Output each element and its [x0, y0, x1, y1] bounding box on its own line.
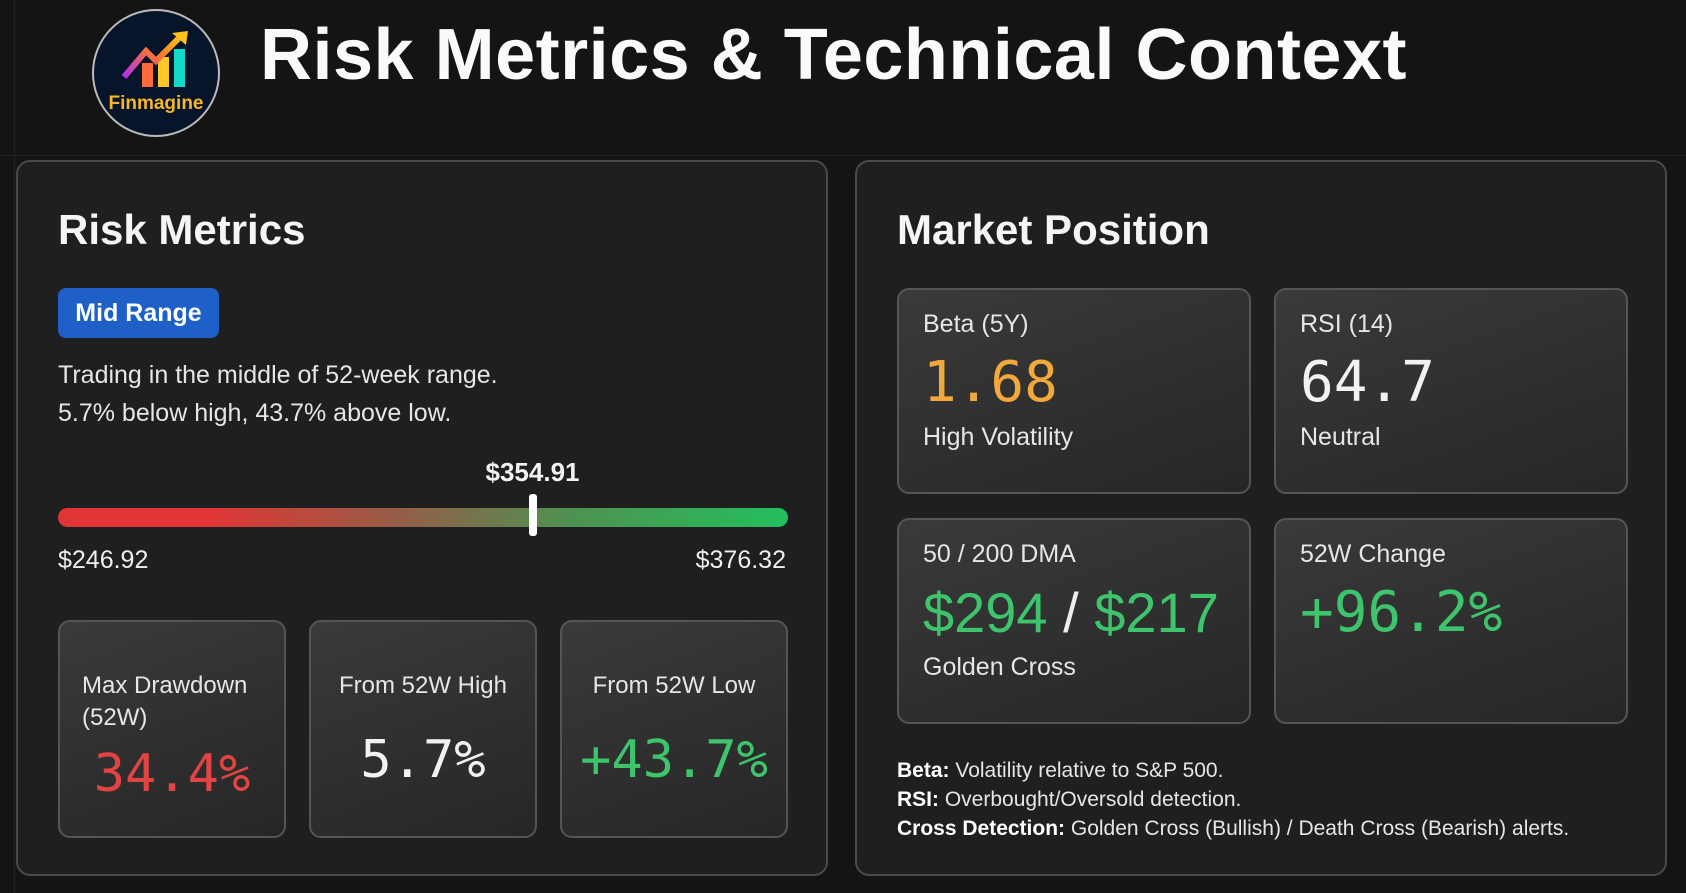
risk-metrics-heading: Risk Metrics — [58, 206, 306, 253]
card-value: 5.7% — [360, 730, 486, 790]
dma-separator: / — [1047, 581, 1095, 644]
note-rsi: RSI: Overbought/Oversold detection. — [897, 785, 1569, 814]
growth-chart-icon — [121, 31, 188, 87]
card-label: From 52W High — [338, 672, 508, 699]
from-52w-high-card: From 52W High 5.7% — [309, 620, 537, 838]
note-beta: Beta: Volatility relative to S&P 500. — [897, 756, 1569, 785]
range-description: Trading in the middle of 52-week range. … — [58, 356, 498, 432]
max-drawdown-card: Max Drawdown (52W) 34.4% — [58, 620, 286, 838]
page-title: Risk Metrics & Technical Context — [260, 15, 1407, 95]
dma-card: 50 / 200 DMA $294 / $217 Golden Cross — [897, 518, 1251, 724]
note-term: RSI: — [897, 788, 939, 811]
card-value: +43.7% — [580, 730, 768, 790]
card-value: 34.4% — [93, 744, 251, 804]
52w-range-bar — [58, 494, 788, 536]
logo-text: Finmagine — [108, 93, 204, 114]
card-subtext: Neutral — [1300, 423, 1381, 451]
note-term: Beta: — [897, 759, 950, 782]
market-position-heading: Market Position — [897, 206, 1210, 253]
rsi-card: RSI (14) 64.7 Neutral — [1274, 288, 1628, 494]
52w-change-card: 52W Change +96.2% — [1274, 518, 1628, 724]
description-line: 5.7% below high, 43.7% above low. — [58, 399, 452, 427]
current-price-marker — [528, 494, 537, 536]
card-label: 52W Change — [1300, 540, 1446, 568]
dma-200-value: $217 — [1094, 581, 1219, 644]
card-value: $294 / $217 — [923, 581, 1225, 645]
note-text: Volatility relative to S&P 500. — [949, 759, 1224, 782]
from-52w-low-card: From 52W Low +43.7% — [560, 620, 788, 838]
card-label: From 52W Low — [592, 672, 756, 699]
description-line: Trading in the middle of 52-week range. — [58, 361, 498, 389]
card-subtext: High Volatility — [923, 423, 1074, 451]
note-text: Golden Cross (Bullish) / Death Cross (Be… — [1065, 817, 1570, 840]
range-status-badge: Mid Range — [58, 288, 219, 338]
card-label: Max Drawdown (52W) — [82, 672, 248, 731]
card-value: 1.68 — [923, 350, 1058, 415]
card-label: 50 / 200 DMA — [923, 540, 1076, 568]
note-term: Cross Detection: — [897, 817, 1066, 840]
finmagine-logo: Finmagine — [92, 9, 220, 137]
note-text: Overbought/Oversold detection. — [939, 788, 1242, 811]
beta-card: Beta (5Y) 1.68 High Volatility — [897, 288, 1251, 494]
card-label: Beta (5Y) — [923, 310, 1029, 338]
range-high-label: $376.32 — [695, 546, 786, 574]
dma-50-value: $294 — [923, 581, 1048, 644]
note-cross: Cross Detection: Golden Cross (Bullish) … — [897, 814, 1569, 843]
card-value: +96.2% — [1300, 580, 1503, 645]
metric-notes: Beta: Volatility relative to S&P 500. RS… — [897, 756, 1569, 843]
card-value: 64.7 — [1300, 350, 1435, 415]
range-low-label: $246.92 — [58, 546, 149, 574]
market-position-panel: Market Position Beta (5Y) 1.68 High Vola… — [855, 160, 1667, 876]
card-subtext: Golden Cross — [923, 653, 1076, 681]
current-price-label: $354.91 — [485, 457, 580, 487]
card-label: RSI (14) — [1300, 310, 1394, 338]
risk-metrics-panel: Risk Metrics Mid Range Trading in the mi… — [16, 160, 828, 876]
